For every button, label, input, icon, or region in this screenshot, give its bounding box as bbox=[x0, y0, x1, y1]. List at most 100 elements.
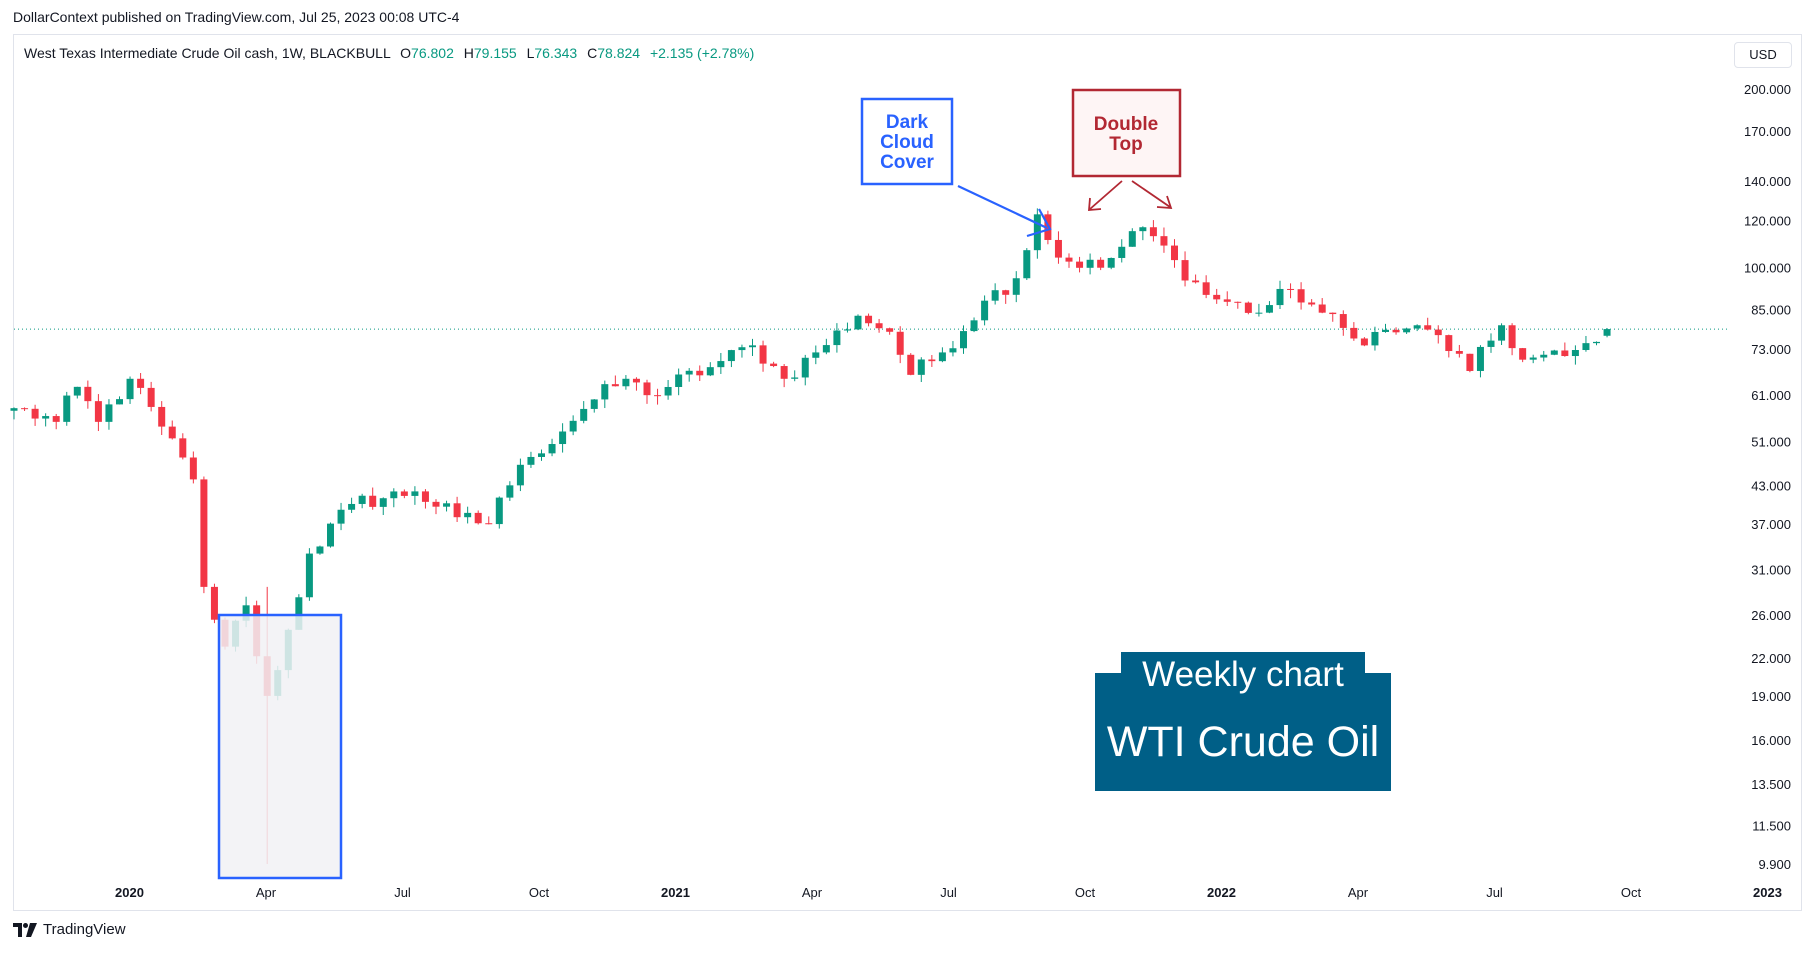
candle[interactable] bbox=[464, 506, 472, 524]
candle[interactable] bbox=[675, 368, 683, 396]
candle[interactable] bbox=[749, 338, 756, 356]
candle[interactable] bbox=[474, 510, 482, 525]
candle[interactable] bbox=[495, 496, 503, 529]
candle[interactable] bbox=[791, 370, 799, 382]
candle[interactable] bbox=[960, 325, 967, 354]
candle[interactable] bbox=[896, 326, 904, 364]
candle[interactable] bbox=[105, 399, 113, 430]
candle[interactable] bbox=[1265, 301, 1273, 314]
candle[interactable] bbox=[654, 388, 662, 405]
candle[interactable] bbox=[1297, 282, 1305, 310]
candle[interactable] bbox=[854, 314, 862, 331]
candle[interactable] bbox=[369, 487, 377, 510]
candle[interactable] bbox=[1466, 353, 1474, 373]
candle[interactable] bbox=[1593, 341, 1600, 346]
candle[interactable] bbox=[590, 399, 598, 413]
candle[interactable] bbox=[1455, 344, 1463, 358]
candle[interactable] bbox=[1223, 291, 1231, 307]
candle[interactable] bbox=[1403, 327, 1411, 334]
candle[interactable] bbox=[601, 380, 609, 409]
candle[interactable] bbox=[506, 481, 514, 501]
candle[interactable] bbox=[706, 362, 714, 377]
candle[interactable] bbox=[548, 438, 556, 457]
candle[interactable] bbox=[738, 344, 746, 358]
candle[interactable] bbox=[1550, 349, 1558, 356]
candle[interactable] bbox=[1023, 248, 1031, 281]
candle[interactable] bbox=[358, 493, 366, 509]
candle[interactable] bbox=[1582, 335, 1590, 352]
candle[interactable] bbox=[1603, 327, 1611, 338]
candle[interactable] bbox=[1012, 271, 1020, 303]
candle[interactable] bbox=[1002, 289, 1010, 304]
candle[interactable] bbox=[611, 375, 619, 387]
candle[interactable] bbox=[1360, 337, 1368, 347]
candle[interactable] bbox=[189, 451, 197, 484]
candle[interactable] bbox=[664, 380, 672, 400]
candle[interactable] bbox=[421, 489, 429, 509]
candle[interactable] bbox=[179, 433, 187, 460]
candle[interactable] bbox=[907, 353, 915, 376]
candle[interactable] bbox=[822, 338, 830, 355]
candle[interactable] bbox=[1487, 333, 1495, 353]
candle[interactable] bbox=[1118, 239, 1126, 263]
candle[interactable] bbox=[696, 365, 704, 382]
candle[interactable] bbox=[886, 327, 894, 335]
double-top-box[interactable] bbox=[1071, 88, 1182, 178]
candle[interactable] bbox=[1086, 253, 1094, 275]
candle[interactable] bbox=[970, 317, 978, 333]
candle[interactable] bbox=[1392, 327, 1400, 335]
candle[interactable] bbox=[1076, 256, 1084, 273]
candle[interactable] bbox=[1128, 228, 1136, 247]
candle[interactable] bbox=[485, 516, 493, 525]
candle[interactable] bbox=[1160, 227, 1168, 253]
candle[interactable] bbox=[516, 458, 524, 492]
candle[interactable] bbox=[137, 373, 145, 395]
candle[interactable] bbox=[126, 376, 134, 404]
candle[interactable] bbox=[527, 451, 535, 468]
candle[interactable] bbox=[770, 361, 778, 368]
candle[interactable] bbox=[1413, 324, 1421, 332]
candle[interactable] bbox=[379, 497, 387, 516]
candle[interactable] bbox=[717, 352, 725, 374]
candle[interactable] bbox=[1171, 239, 1178, 268]
candle[interactable] bbox=[158, 401, 166, 436]
candle[interactable] bbox=[538, 449, 545, 461]
candle[interactable] bbox=[1276, 280, 1284, 310]
candle[interactable] bbox=[1234, 301, 1242, 309]
candle[interactable] bbox=[390, 488, 398, 508]
candle[interactable] bbox=[52, 413, 60, 430]
candle[interactable] bbox=[1139, 226, 1147, 241]
candle[interactable] bbox=[1445, 334, 1453, 358]
candle[interactable] bbox=[400, 489, 408, 499]
candle[interactable] bbox=[981, 295, 989, 326]
candle[interactable] bbox=[843, 322, 851, 333]
candle[interactable] bbox=[632, 377, 640, 391]
candle[interactable] bbox=[168, 420, 176, 440]
candle[interactable] bbox=[84, 380, 92, 409]
candle[interactable] bbox=[1329, 312, 1337, 322]
candle[interactable] bbox=[411, 486, 419, 505]
candle[interactable] bbox=[1065, 253, 1073, 268]
candle[interactable] bbox=[801, 354, 809, 386]
candle[interactable] bbox=[622, 375, 630, 390]
candle[interactable] bbox=[63, 391, 71, 426]
candle[interactable] bbox=[1540, 350, 1548, 362]
candle[interactable] bbox=[1498, 323, 1506, 346]
candle[interactable] bbox=[643, 379, 651, 404]
candle[interactable] bbox=[580, 401, 588, 424]
candle[interactable] bbox=[21, 407, 29, 412]
currency-button[interactable]: USD bbox=[1734, 42, 1792, 68]
candle[interactable] bbox=[727, 349, 735, 368]
candle[interactable] bbox=[1571, 345, 1579, 365]
crash-highlight-box[interactable] bbox=[217, 613, 343, 880]
candle[interactable] bbox=[991, 283, 999, 305]
candle[interactable] bbox=[1287, 283, 1295, 299]
candle[interactable] bbox=[1054, 231, 1062, 264]
candle[interactable] bbox=[73, 386, 81, 399]
candle[interactable] bbox=[210, 583, 218, 624]
candle[interactable] bbox=[31, 404, 39, 426]
candle[interactable] bbox=[1350, 322, 1358, 341]
candle[interactable] bbox=[1097, 257, 1105, 271]
candle[interactable] bbox=[1561, 342, 1569, 357]
